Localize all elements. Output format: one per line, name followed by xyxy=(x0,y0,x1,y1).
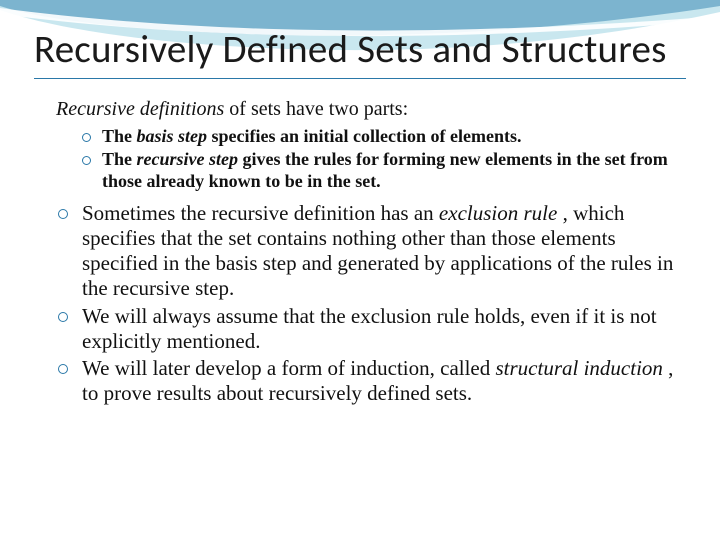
main-pre: We will always assume that the exclusion… xyxy=(82,304,657,353)
main-ital: exclusion rule xyxy=(439,201,557,225)
main-pre: Sometimes the recursive definition has a… xyxy=(82,201,439,225)
slide-title: Recursively Defined Sets and Structures xyxy=(34,28,686,72)
intro-italic: Recursive definitions xyxy=(56,98,224,120)
sub-lead: The xyxy=(102,149,137,169)
main-ital: structural induction xyxy=(496,356,663,380)
slide-content: Recursively Defined Sets and Structures … xyxy=(0,0,720,428)
main-pre: We will later develop a form of inductio… xyxy=(82,356,496,380)
sub-item: The recursive step gives the rules for f… xyxy=(82,149,686,193)
sub-item: The basis step specifies an initial coll… xyxy=(82,126,686,148)
main-item: Sometimes the recursive definition has a… xyxy=(58,201,686,302)
main-list: Sometimes the recursive definition has a… xyxy=(58,201,686,407)
sub-lead: The xyxy=(102,126,137,146)
sub-rest: specifies an initial collection of eleme… xyxy=(207,126,521,146)
sub-ital: basis step xyxy=(137,126,208,146)
sub-ital: recursive step xyxy=(137,149,238,169)
main-item: We will later develop a form of inductio… xyxy=(58,356,686,406)
main-item: We will always assume that the exclusion… xyxy=(58,304,686,354)
intro-rest: of sets have two parts: xyxy=(224,98,408,120)
title-underline xyxy=(34,78,686,79)
sub-list: The basis step specifies an initial coll… xyxy=(82,126,686,193)
intro-line: Recursive definitions of sets have two p… xyxy=(56,97,686,122)
